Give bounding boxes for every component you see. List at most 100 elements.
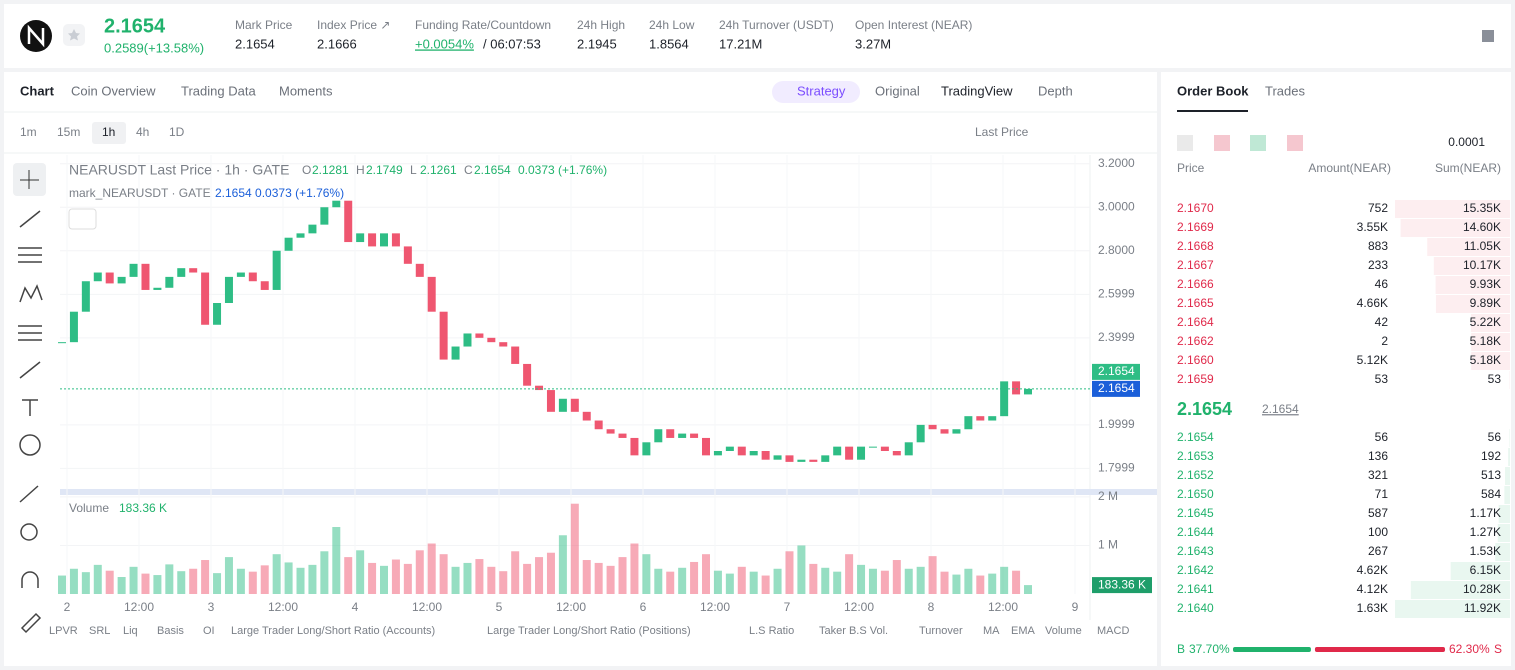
view-tab[interactable]: Original (875, 83, 920, 98)
ob-tab[interactable]: Order Book (1177, 83, 1249, 98)
ob-sum: 10.17K (1463, 258, 1501, 272)
view-tab[interactable]: Strategy (797, 83, 846, 98)
view-toggle[interactable] (1287, 135, 1303, 151)
volume-bar (248, 571, 257, 594)
y-tick-label: 3.2000 (1098, 156, 1135, 170)
volume-bar (630, 543, 639, 594)
candle (618, 433, 627, 438)
layout-icon[interactable] (1482, 30, 1494, 42)
candle (344, 200, 353, 243)
indicator-tab[interactable]: Turnover (919, 625, 963, 637)
interval[interactable]: 1h (102, 125, 115, 139)
depth-bar (1471, 352, 1510, 370)
chart-tab[interactable]: Chart (20, 83, 55, 98)
volume-bar (582, 560, 591, 594)
candle (189, 268, 198, 273)
view-toggle[interactable] (1214, 135, 1230, 151)
indicator-tab[interactable]: OI (203, 625, 215, 637)
volume-bar (773, 568, 782, 594)
volume-bar (284, 562, 293, 594)
interval[interactable]: 4h (136, 125, 149, 139)
candle (833, 446, 842, 456)
view-tab[interactable]: TradingView (941, 83, 1013, 98)
volume-bar (606, 565, 615, 594)
indicator-tab[interactable]: Large Trader Long/Short Ratio (Positions… (487, 625, 691, 637)
interval[interactable]: 15m (57, 125, 80, 139)
ohlc-label: H (356, 163, 365, 177)
indicator-tab[interactable]: Large Trader Long/Short Ratio (Accounts) (231, 625, 435, 637)
volume-bar (511, 551, 520, 594)
x-tick-label: 4 (352, 600, 359, 614)
indicator-tab[interactable]: SRL (89, 625, 110, 637)
candle (916, 424, 925, 443)
ob-price: 2.1641 (1177, 582, 1214, 596)
ob-price: 2.1654 (1177, 430, 1214, 444)
stat-value: 2.1945 (577, 36, 617, 51)
candle (666, 429, 675, 438)
view-tab[interactable]: Depth (1038, 83, 1073, 98)
volume-bar (224, 557, 233, 594)
ob-sum: 5.18K (1470, 353, 1501, 367)
candle (570, 398, 579, 412)
x-tick-label: 12:00 (988, 600, 1018, 614)
collapse-button[interactable] (68, 208, 97, 230)
drawing-tools[interactable] (18, 210, 43, 634)
ohlc-value: 2.1281 (312, 163, 349, 177)
y-tick-label: 2.8000 (1098, 243, 1135, 257)
volume-bar (558, 535, 567, 594)
chart-tab[interactable]: Moments (279, 83, 333, 98)
candle (809, 459, 818, 462)
indicator-tab[interactable]: Volume (1045, 625, 1082, 637)
indicator-tab[interactable]: Liq (123, 625, 138, 637)
candle (177, 268, 186, 277)
indicator-tab[interactable]: L.S Ratio (749, 625, 794, 637)
candle (880, 446, 889, 451)
chart-tab[interactable]: Trading Data (181, 83, 256, 98)
ob-price: 2.1666 (1177, 277, 1214, 291)
interval[interactable]: 1m (20, 125, 37, 139)
ob-mark-price: 2.1654 (1262, 402, 1299, 416)
volume-bar (594, 562, 603, 594)
candle (654, 429, 663, 443)
stat-label: Open Interest (NEAR) (855, 18, 972, 32)
candle (260, 281, 269, 290)
candle (594, 420, 603, 430)
view-toggle[interactable] (1250, 135, 1266, 151)
volume-bar (940, 571, 949, 594)
indicator-tab[interactable]: MA (983, 625, 1000, 637)
ob-sum: 192 (1481, 449, 1501, 463)
header-panel (4, 4, 1511, 68)
indicator-tab[interactable]: Taker B.S Vol. (819, 625, 888, 637)
depth-bar (1395, 600, 1510, 618)
stat-label: 24h Low (649, 18, 695, 32)
volume-title: Volume (69, 501, 109, 515)
volume-value: 183.36 K (119, 501, 167, 515)
candle (224, 276, 233, 303)
candle (606, 429, 615, 434)
volume-bar (892, 560, 901, 594)
ob-sum: 53 (1488, 372, 1502, 386)
candle (403, 246, 412, 264)
depth-bar (1470, 314, 1510, 332)
precision[interactable]: 0.0001 (1448, 135, 1485, 149)
candle (630, 437, 639, 456)
candle (380, 233, 388, 247)
ob-price: 2.1664 (1177, 315, 1214, 329)
indicator-tab[interactable]: EMA (1011, 625, 1036, 637)
price-type[interactable]: Last Price (975, 125, 1029, 139)
interval[interactable]: 1D (169, 125, 185, 139)
view-toggle[interactable] (1177, 135, 1193, 151)
ob-last-price: 2.1654 (1177, 399, 1232, 419)
ob-tab[interactable]: Trades (1265, 83, 1305, 98)
stat-value: 2.1654 (235, 36, 275, 51)
volume-bar (546, 552, 555, 594)
x-tick-label: 12:00 (844, 600, 874, 614)
volume-bar (880, 570, 889, 594)
ob-price: 2.1642 (1177, 563, 1214, 577)
candle (845, 446, 854, 460)
indicator-tab[interactable]: Basis (157, 625, 184, 637)
indicator-tab[interactable]: LPVR (49, 625, 78, 637)
chart-tab[interactable]: Coin Overview (71, 83, 156, 98)
ohlc-label: O (302, 163, 311, 177)
indicator-tab[interactable]: MACD (1097, 625, 1129, 637)
